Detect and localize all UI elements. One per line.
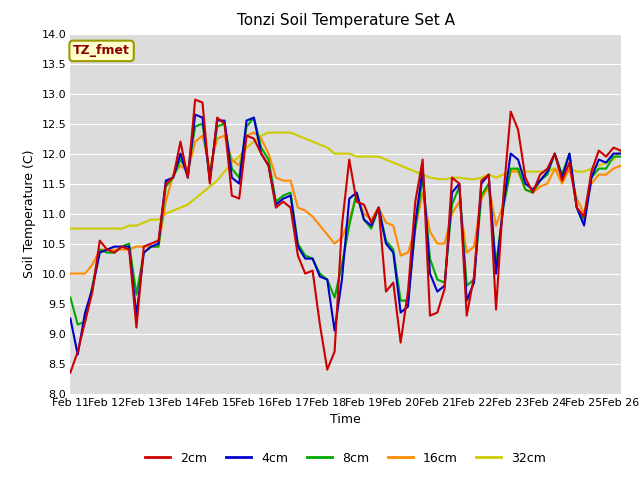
Line: 16cm: 16cm [70,132,621,274]
8cm [367,226,375,231]
8cm [250,115,258,120]
4cm [367,223,375,228]
4cm [433,288,441,294]
Y-axis label: Soil Temperature (C): Soil Temperature (C) [23,149,36,278]
2cm [67,370,74,375]
8cm [617,154,625,159]
32cm [617,148,625,154]
32cm [426,175,434,180]
Line: 8cm: 8cm [70,118,621,324]
8cm [448,202,456,207]
8cm [125,240,133,247]
2cm [441,286,449,291]
32cm [441,177,449,182]
32cm [514,166,522,171]
8cm [522,187,529,192]
32cm [257,132,265,138]
Title: Tonzi Soil Temperature Set A: Tonzi Soil Temperature Set A [237,13,454,28]
Line: 4cm: 4cm [70,115,621,355]
16cm [67,271,74,276]
4cm [74,352,81,358]
16cm [514,168,522,174]
2cm [191,96,199,102]
16cm [426,228,434,234]
8cm [433,276,441,282]
32cm [118,226,125,231]
16cm [118,247,125,252]
2cm [265,163,273,168]
8cm [74,322,81,327]
Line: 32cm: 32cm [70,132,621,228]
Text: TZ_fmet: TZ_fmet [73,44,130,58]
16cm [265,151,273,156]
32cm [360,154,368,159]
16cm [250,130,258,135]
16cm [360,211,368,216]
16cm [441,240,449,247]
4cm [125,244,133,250]
4cm [522,180,529,186]
4cm [67,316,74,322]
2cm [426,313,434,319]
4cm [448,190,456,195]
2cm [617,148,625,154]
8cm [67,295,74,300]
4cm [617,151,625,156]
2cm [360,202,368,207]
X-axis label: Time: Time [330,413,361,426]
2cm [118,244,125,250]
32cm [265,130,273,135]
4cm [191,112,199,118]
Line: 2cm: 2cm [70,99,621,372]
8cm [272,199,280,204]
16cm [617,163,625,168]
2cm [514,127,522,132]
32cm [67,226,74,231]
Legend: 2cm, 4cm, 8cm, 16cm, 32cm: 2cm, 4cm, 8cm, 16cm, 32cm [140,447,551,469]
4cm [272,202,280,207]
